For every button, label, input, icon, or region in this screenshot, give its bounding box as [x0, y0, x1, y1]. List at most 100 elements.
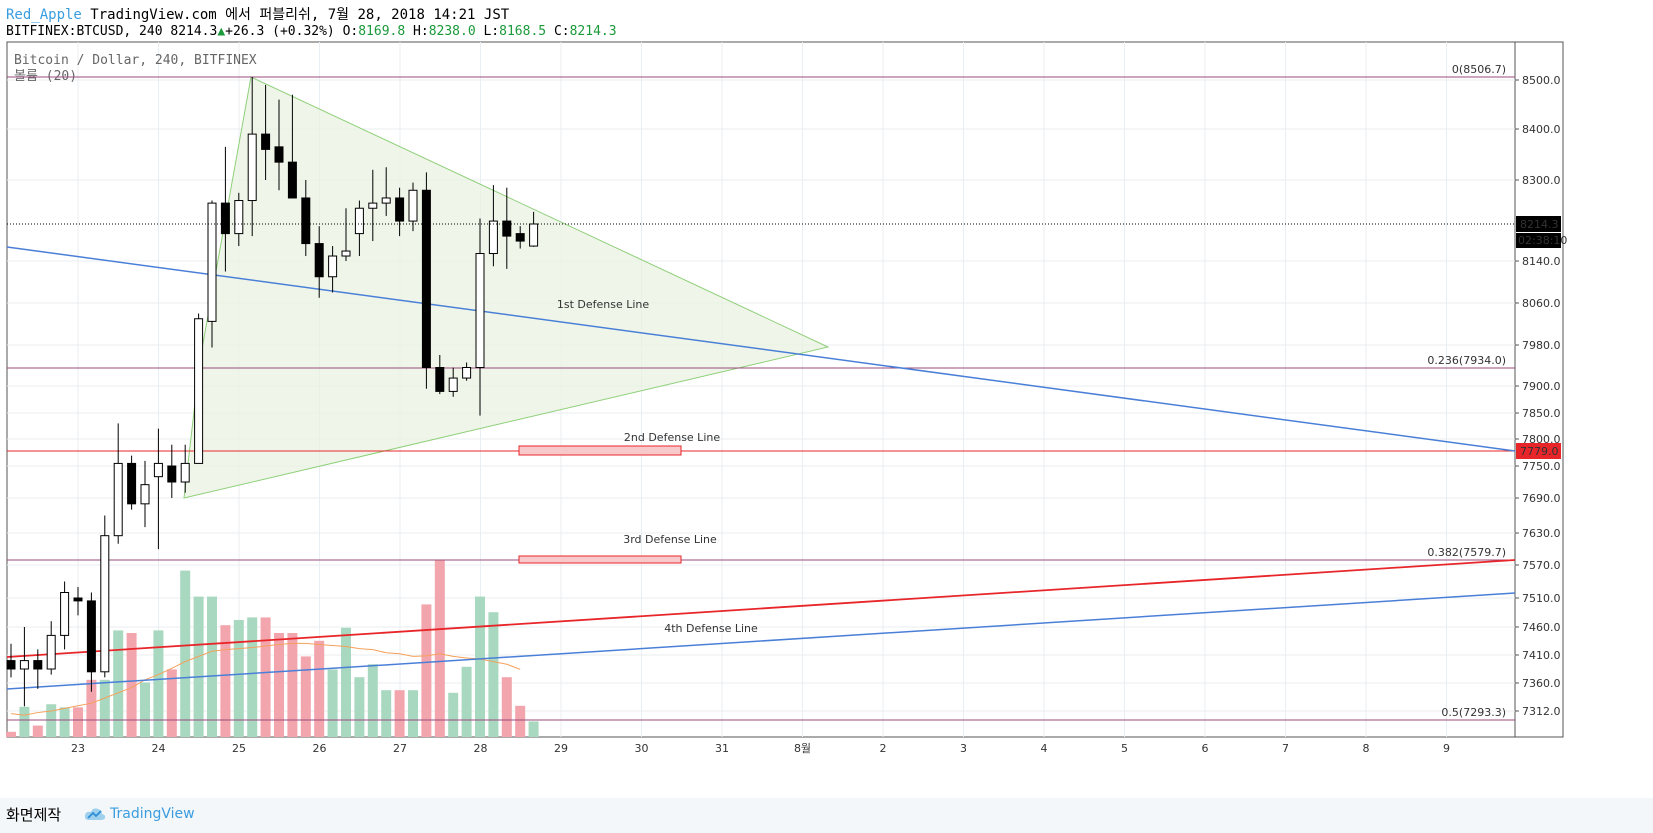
- chart-header-line2: BITFINEX:BTCUSD, 240 8214.3▲+26.3 (+0.32…: [6, 24, 617, 39]
- candle-body: [234, 200, 244, 235]
- volume-bar: [341, 627, 351, 737]
- candle-body: [475, 253, 485, 369]
- volume-bar: [421, 604, 432, 737]
- volume-bar: [193, 596, 204, 737]
- first-defense-trendline: [6, 246, 1516, 452]
- y-tick-label: 8400.0: [1522, 123, 1561, 136]
- y-tick-label: 7630.0: [1522, 527, 1561, 540]
- volume-bar: [367, 664, 378, 737]
- volume-bar: [394, 690, 405, 737]
- candle-body: [341, 250, 351, 257]
- y-tick-label: 8300.0: [1522, 174, 1561, 187]
- candle-body: [73, 597, 83, 602]
- volume-bar: [19, 706, 30, 737]
- credit-label: 화면제작: [6, 806, 62, 824]
- x-tick-label: 6: [1202, 742, 1209, 755]
- support-trendline: [6, 592, 1516, 690]
- candle-body: [274, 146, 284, 163]
- candle-body: [421, 189, 431, 368]
- volume-bar: [86, 679, 97, 737]
- volume-bar: [207, 596, 217, 737]
- volume-bar: [247, 617, 258, 737]
- volume-bar: [260, 617, 271, 737]
- y-tick-label: 7510.0: [1522, 592, 1561, 605]
- candle-body: [462, 367, 472, 379]
- volume-bar: [381, 690, 392, 737]
- y-tick-label: 7410.0: [1522, 649, 1561, 662]
- fib-level-label: 0.5(7293.3): [1441, 706, 1506, 719]
- countdown-badge-label: 02:38:10: [1518, 234, 1567, 247]
- x-tick-label: 5: [1121, 742, 1128, 755]
- last-price: 8214.3: [170, 24, 218, 39]
- chart-header-line1: Red_Apple TradingView.com 에서 퍼블리쉬, 7월 28…: [6, 4, 509, 24]
- candle-body: [515, 233, 525, 242]
- volume-bar: [73, 707, 83, 737]
- candle-body: [328, 255, 338, 278]
- volume-bar: [475, 596, 485, 737]
- annotation-4th-defense: 4th Defense Line: [664, 622, 758, 635]
- price-chart[interactable]: 23 24 25 26 27 28 29 30 31 8월 2 3 4 5 6 7 8 98500.08400.0…: [0, 0, 1653, 798]
- volume-bar: [166, 669, 177, 737]
- candle-body: [167, 465, 177, 483]
- defense-zone-3: [518, 555, 682, 564]
- candle-body: [488, 220, 498, 255]
- volume-bar: [220, 625, 231, 737]
- x-tick-label: 30: [635, 742, 649, 755]
- last-price-badge: [1516, 216, 1561, 232]
- y-tick-label: 8500.0: [1522, 74, 1561, 87]
- tradingview-brand[interactable]: TradingView: [84, 804, 195, 824]
- volume-bar: [59, 707, 70, 737]
- volume-bar: [180, 570, 191, 737]
- y-tick-label: 7750.0: [1522, 460, 1561, 473]
- volume-bar: [233, 620, 244, 737]
- y-tick-label: 8060.0: [1522, 297, 1561, 310]
- candle-body: [33, 660, 43, 670]
- volume-bar: [434, 560, 445, 737]
- y-tick-label: 7980.0: [1522, 339, 1561, 352]
- y-tick-label: 7460.0: [1522, 621, 1561, 634]
- volume-bar: [287, 633, 298, 737]
- volume-bar: [126, 633, 137, 737]
- x-tick-label: 25: [232, 742, 246, 755]
- volume-bar: [153, 630, 164, 737]
- volume-bar: [314, 640, 325, 737]
- x-tick-label: 31: [715, 742, 729, 755]
- y-tick-label: 7800.0: [1522, 433, 1561, 446]
- x-tick-label: 7: [1282, 742, 1289, 755]
- open-value: 8169.8: [358, 24, 406, 39]
- symbol-label: BITFINEX:BTCUSD, 240: [6, 24, 163, 39]
- x-tick-label: 8: [1363, 742, 1370, 755]
- author-link[interactable]: Red_Apple: [6, 7, 82, 23]
- y-tick-label: 7570.0: [1522, 559, 1561, 572]
- candle-body: [247, 133, 257, 202]
- x-tick-label: 23: [71, 742, 85, 755]
- candle-body: [46, 634, 56, 670]
- candle-body: [19, 660, 29, 670]
- x-tick-label: 29: [554, 742, 568, 755]
- close-value: 8214.3: [569, 24, 617, 39]
- volume-bar: [46, 704, 57, 737]
- y-tick-label: 7312.0: [1522, 705, 1561, 718]
- candle-body: [86, 600, 96, 673]
- volume-bar: [6, 731, 16, 737]
- volume-bar: [461, 666, 472, 737]
- candle-body: [301, 197, 311, 245]
- candle-body: [368, 202, 378, 209]
- x-tick-label: 8월: [794, 742, 811, 755]
- triangle-pattern: [183, 76, 830, 499]
- candle-body: [140, 484, 150, 505]
- y-tick-label: 7850.0: [1522, 407, 1561, 420]
- volume-bar: [274, 633, 284, 737]
- up-arrow-icon: ▲: [217, 24, 226, 39]
- candle-body: [60, 592, 70, 636]
- x-tick-label: 26: [313, 742, 327, 755]
- fib-level-label: 0(8506.7): [1452, 63, 1506, 76]
- x-tick-label: 9: [1443, 742, 1450, 755]
- candle-body: [194, 318, 204, 464]
- x-tick-label: 4: [1041, 742, 1048, 755]
- fib-level-label: 0.236(7934.0): [1427, 354, 1506, 367]
- candle-body: [395, 197, 405, 222]
- candle-body: [408, 189, 418, 222]
- x-tick-label: 27: [393, 742, 407, 755]
- volume-bar: [501, 677, 512, 737]
